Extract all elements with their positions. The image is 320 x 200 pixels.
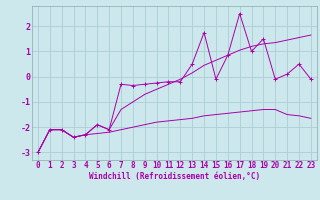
X-axis label: Windchill (Refroidissement éolien,°C): Windchill (Refroidissement éolien,°C) <box>89 172 260 181</box>
